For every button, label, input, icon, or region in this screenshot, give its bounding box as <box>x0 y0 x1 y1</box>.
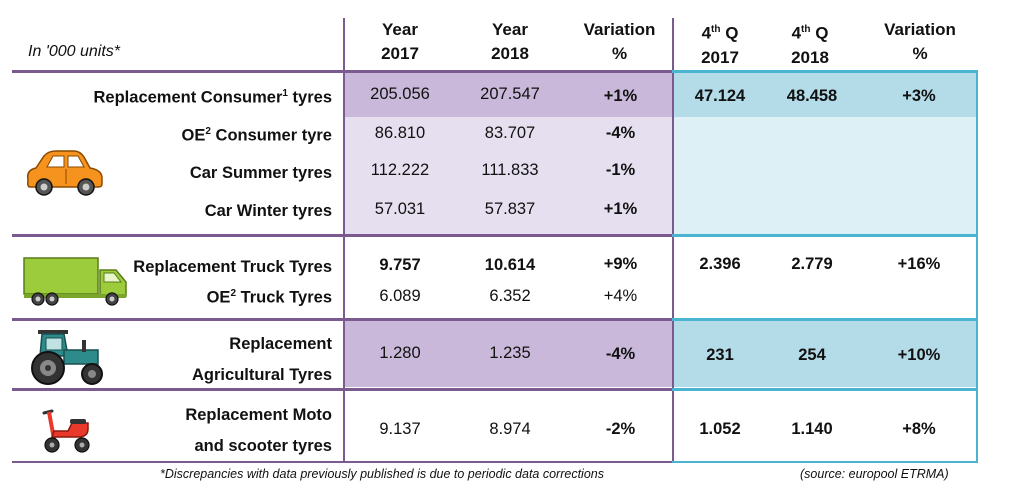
footnote: *Discrepancies with data previously publ… <box>160 467 604 481</box>
car-summer-2017: 112.222 <box>370 161 430 179</box>
bg-rep-consumer-quarter <box>674 73 976 117</box>
tractor-icon <box>31 330 103 385</box>
header-variation-annual: Variation% <box>583 20 656 63</box>
rep-moto-q2018: 1.140 <box>791 420 833 438</box>
rep-agri-2018: 1.235 <box>489 344 531 362</box>
label-rep-moto: Replacement Moto and scooter tyres <box>185 406 332 455</box>
label-car-summer: Car Summer tyres <box>189 164 332 182</box>
oe-truck-var: +4% <box>603 287 638 305</box>
rep-consumer-q2018: 48.458 <box>786 87 838 105</box>
header-year-2018: Year 2018 <box>491 20 529 63</box>
rep-agri-q2017: 231 <box>706 346 734 364</box>
rep-agri-var: -4% <box>605 345 636 363</box>
oe-truck-2018: 6.352 <box>489 287 531 305</box>
separator-bottom-q <box>672 461 978 463</box>
rep-truck-q2018: 2.779 <box>791 255 833 273</box>
oe-truck-2017: 6.089 <box>379 287 421 305</box>
rep-agri-2017: 1.280 <box>379 344 421 362</box>
rep-truck-var: +9% <box>603 255 638 273</box>
rep-truck-2017: 9.757 <box>379 256 421 274</box>
separator-truck-q <box>672 318 978 321</box>
oe-consumer-2017: 86.810 <box>374 124 426 142</box>
bg-car-quarter <box>674 117 976 234</box>
car-winter-var: +1% <box>603 200 638 218</box>
bg-rep-consumer-annual <box>345 73 672 117</box>
separator-header <box>12 70 672 73</box>
unit-label: In '000 units* <box>28 43 121 60</box>
rep-consumer-2018: 207.547 <box>480 85 540 103</box>
oe-consumer-2018: 83.707 <box>484 124 536 142</box>
header-q4-2017: 4th Q 2017 <box>701 23 739 67</box>
label-rep-consumer: Replacement Consumer1 tyres <box>93 88 332 107</box>
rep-moto-qvar: +8% <box>902 420 936 438</box>
bg-agri-annual <box>345 321 672 387</box>
bg-car-annual <box>345 117 672 234</box>
source-note: (source: europool ETRMA) <box>800 467 949 481</box>
rep-moto-q2017: 1.052 <box>699 420 741 438</box>
divider-right <box>976 73 978 462</box>
rep-truck-qvar: +16% <box>897 255 941 273</box>
car-summer-var: -1% <box>605 161 636 179</box>
separator-car-q <box>672 234 978 237</box>
divider-left <box>343 18 345 462</box>
rep-moto-2017: 9.137 <box>379 420 421 438</box>
car-summer-2018: 111.833 <box>481 161 539 179</box>
header-variation-quarter: Variation% <box>884 20 956 63</box>
car-icon <box>26 150 103 196</box>
separator-bottom <box>12 461 672 463</box>
separator-header-q <box>672 70 978 73</box>
rep-agri-q2018: 254 <box>798 346 826 364</box>
car-winter-2017: 57.031 <box>374 200 426 218</box>
separator-agri <box>12 388 672 391</box>
car-winter-2018: 57.837 <box>484 200 536 218</box>
label-oe-consumer: OE2 Consumer tyre <box>181 126 332 145</box>
oe-consumer-var: -4% <box>605 124 636 142</box>
separator-agri-q <box>672 388 978 391</box>
header-q4-2018: 4th Q 2018 <box>791 23 829 67</box>
label-rep-truck: Replacement Truck Tyres <box>133 258 332 276</box>
truck-icon <box>23 257 127 306</box>
scooter-icon <box>42 409 90 453</box>
rep-truck-2018: 10.614 <box>484 256 536 274</box>
separator-truck <box>12 318 672 321</box>
rep-consumer-qvar: +3% <box>902 87 936 105</box>
rep-moto-var: -2% <box>605 420 636 438</box>
label-oe-truck: OE2 Truck Tyres <box>206 288 332 307</box>
rep-agri-qvar: +10% <box>897 346 941 364</box>
rep-truck-q2017: 2.396 <box>699 255 741 273</box>
rep-consumer-q2017: 47.124 <box>694 87 746 105</box>
separator-car <box>12 234 672 237</box>
bg-agri-quarter <box>674 321 976 387</box>
label-car-winter: Car Winter tyres <box>204 202 332 220</box>
divider-mid <box>672 18 674 462</box>
rep-moto-2018: 8.974 <box>489 420 531 438</box>
header-year-2017: Year 2017 <box>381 20 419 63</box>
label-rep-agri: Replacement Agricultural Tyres <box>192 335 332 384</box>
rep-consumer-var: +1% <box>603 87 638 105</box>
rep-consumer-2017: 205.056 <box>370 85 430 103</box>
